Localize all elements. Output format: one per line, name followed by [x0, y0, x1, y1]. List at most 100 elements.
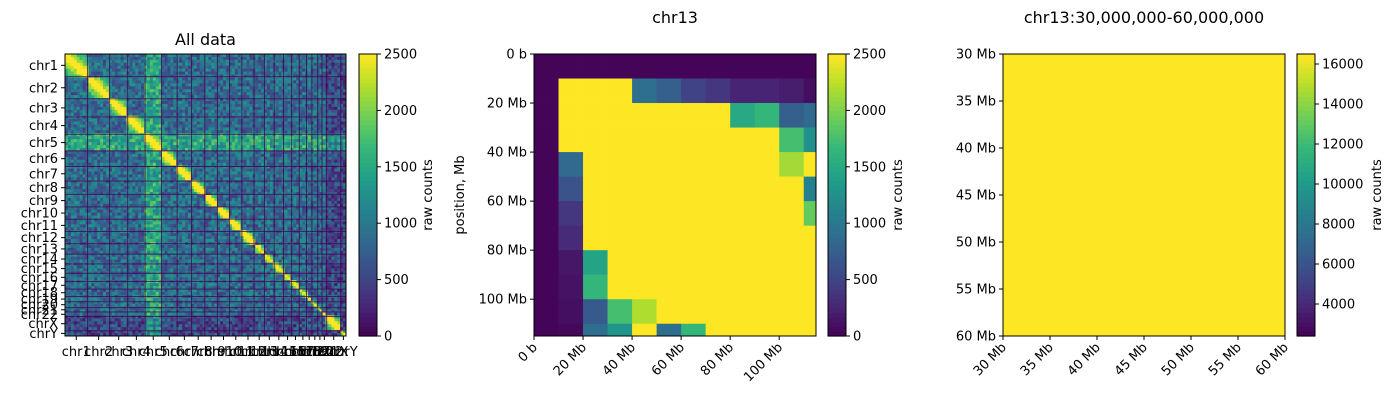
heatmap-cell — [105, 86, 110, 90]
heatmap-cell — [97, 139, 101, 143]
heatmap-cell — [73, 124, 78, 128]
heatmap-cell — [79, 189, 83, 193]
heatmap-cell — [182, 106, 186, 111]
heatmap-cell — [117, 101, 122, 105]
heatmap-cell — [94, 153, 98, 158]
heatmap-cell — [264, 65, 268, 70]
heatmap-cell — [67, 59, 72, 64]
heatmap-cell — [141, 203, 145, 208]
heatmap-cell — [284, 150, 288, 155]
heatmap-cell — [258, 203, 262, 208]
heatmap-cell — [164, 109, 168, 114]
heatmap-cell — [141, 127, 145, 131]
heatmap-cell — [88, 203, 92, 208]
heatmap-cell — [337, 80, 341, 84]
heatmap-cell — [91, 165, 95, 169]
heatmap-cell — [70, 86, 75, 90]
heatmap-cell — [94, 192, 98, 196]
panel1-heatmap — [65, 54, 347, 337]
heatmap-cell — [129, 118, 133, 122]
heatmap-cell — [202, 124, 206, 128]
heatmap-cell — [182, 150, 186, 155]
heatmap-cell — [129, 68, 133, 73]
heatmap-cell — [249, 101, 253, 105]
heatmap-cell — [138, 145, 142, 149]
heatmap-cell — [164, 189, 168, 193]
heatmap-cell — [182, 103, 186, 108]
heatmap-cell — [284, 83, 288, 87]
heatmap-cell — [161, 109, 165, 114]
heatmap-cell — [205, 183, 209, 187]
heatmap-cell — [176, 74, 180, 78]
heatmap-cell — [237, 195, 242, 199]
heatmap-cell — [152, 68, 157, 73]
heatmap-cell — [211, 106, 215, 111]
heatmap-cell — [164, 103, 168, 108]
heatmap-cell — [269, 162, 274, 167]
heatmap-cell — [231, 148, 236, 152]
heatmap-cell — [135, 148, 139, 152]
heatmap-cell — [275, 62, 280, 67]
heatmap-cell — [179, 168, 183, 172]
heatmap-cell — [108, 186, 113, 190]
heatmap-cell — [261, 124, 265, 128]
heatmap-cell — [302, 183, 306, 187]
heatmap-cell — [217, 92, 221, 96]
heatmap-cell — [199, 65, 203, 70]
heatmap-cell — [185, 109, 189, 114]
heatmap-cell — [173, 106, 177, 111]
heatmap-cell — [287, 77, 291, 81]
heatmap-cell — [243, 65, 247, 70]
heatmap-cell — [266, 189, 271, 193]
heatmap-cell — [185, 101, 189, 105]
heatmap-cell — [231, 133, 236, 137]
heatmap-cell — [135, 89, 139, 93]
heatmap-cell — [158, 71, 162, 75]
heatmap-cell — [123, 101, 127, 105]
heatmap-cell — [132, 180, 136, 184]
heatmap-cell — [146, 165, 151, 169]
heatmap-cell — [73, 195, 78, 199]
heatmap-cell — [255, 77, 259, 81]
heatmap-cell — [76, 192, 81, 196]
heatmap-cell — [144, 106, 148, 111]
heatmap-cell — [114, 159, 119, 164]
heatmap-cell — [91, 171, 95, 175]
heatmap-cell — [91, 168, 95, 172]
heatmap-cell — [258, 145, 262, 149]
heatmap-cell — [132, 92, 136, 96]
heatmap-cell — [138, 168, 142, 172]
heatmap-cell — [164, 121, 168, 125]
heatmap-cell — [170, 192, 174, 196]
heatmap-cell — [85, 127, 89, 131]
heatmap-cell — [328, 148, 332, 152]
heatmap-cell — [237, 124, 242, 128]
heatmap-cell — [231, 68, 236, 73]
heatmap-cell — [105, 139, 110, 143]
heatmap-cell — [211, 89, 215, 93]
heatmap-cell — [299, 59, 303, 64]
heatmap-cell — [246, 171, 250, 175]
heatmap-cell — [313, 54, 318, 58]
heatmap-cell — [205, 162, 209, 167]
heatmap-cell — [261, 71, 265, 75]
heatmap-cell — [225, 130, 230, 134]
heatmap-cell — [141, 106, 145, 111]
heatmap-cell — [293, 56, 297, 61]
heatmap-cell — [269, 106, 274, 111]
heatmap-cell — [296, 162, 300, 167]
heatmap-cell — [322, 77, 326, 81]
heatmap-cell — [211, 145, 215, 149]
heatmap-cell — [185, 74, 189, 78]
heatmap-cell — [296, 180, 300, 184]
heatmap-cell — [146, 121, 151, 125]
heatmap-cell — [67, 206, 72, 211]
heatmap-cell — [173, 180, 177, 184]
heatmap-cell — [170, 189, 174, 193]
heatmap-cell — [328, 77, 332, 81]
heatmap-cell — [182, 71, 186, 75]
heatmap-cell — [269, 103, 274, 108]
heatmap-cell — [196, 59, 201, 64]
heatmap-cell — [114, 56, 119, 61]
heatmap-cell — [246, 68, 250, 73]
